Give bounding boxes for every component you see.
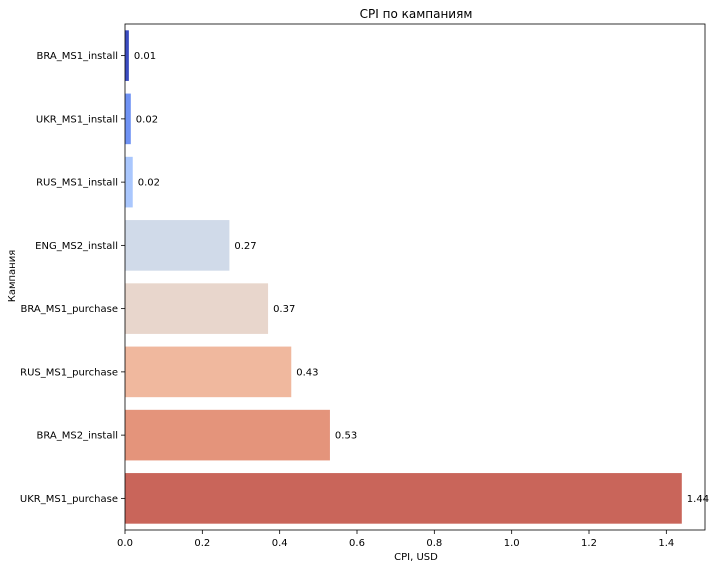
- y-tick-label: ENG_MS2_install: [35, 241, 118, 252]
- x-tick-label: 0.8: [426, 538, 442, 549]
- x-tick-label: 0.6: [349, 538, 365, 549]
- bar-rus-ms1-purchase: [125, 346, 292, 398]
- bar-value-label: 0.27: [234, 241, 256, 252]
- bar-ukr-ms1-purchase: [125, 473, 682, 524]
- chart-title: CPI по кампаниям: [360, 7, 473, 21]
- bar-ukr-ms1-install: [125, 93, 131, 145]
- plot-area: BRA_MS1_install 0.01 UKR_MS1_install 0.02 RU…: [20, 23, 709, 549]
- bar-bra-ms2-install: [125, 409, 330, 461]
- x-tick-label: 1.2: [581, 538, 597, 549]
- bar-eng-ms2-install: [125, 220, 230, 271]
- y-tick-label: BRA_MS1_install: [36, 51, 118, 62]
- y-tick-label: UKR_MS1_purchase: [20, 494, 118, 505]
- y-tick-label: UKR_MS1_install: [36, 114, 118, 125]
- bar-bra-ms1-purchase: [125, 283, 269, 334]
- bar-value-label: 0.02: [136, 114, 158, 125]
- x-tick-label: 1.4: [658, 538, 674, 549]
- bar-value-label: 1.44: [687, 494, 709, 505]
- x-axis-label: CPI, USD: [394, 552, 438, 563]
- y-tick-label: RUS_MS1_install: [36, 178, 118, 189]
- x-tick-label: 0.2: [194, 538, 210, 549]
- bar-value-label: 0.37: [273, 304, 295, 315]
- bar-value-label: 0.43: [296, 367, 318, 378]
- x-tick-label: 0.0: [117, 538, 133, 549]
- bar-value-label: 0.01: [134, 51, 156, 62]
- y-axis-label: Кампания: [7, 250, 18, 303]
- y-tick-label: BRA_MS1_purchase: [21, 304, 119, 315]
- y-tick-label: BRA_MS2_install: [36, 431, 118, 442]
- bar-bra-ms1-install: [125, 30, 129, 81]
- bar-value-label: 0.53: [335, 431, 357, 442]
- x-tick-label: 1.0: [504, 538, 520, 549]
- x-tick-label: 0.4: [272, 538, 288, 549]
- bar-value-label: 0.02: [138, 178, 160, 189]
- plot-frame: [124, 23, 706, 531]
- y-tick-label: RUS_MS1_purchase: [20, 367, 118, 378]
- bar-rus-ms1-install: [125, 156, 133, 208]
